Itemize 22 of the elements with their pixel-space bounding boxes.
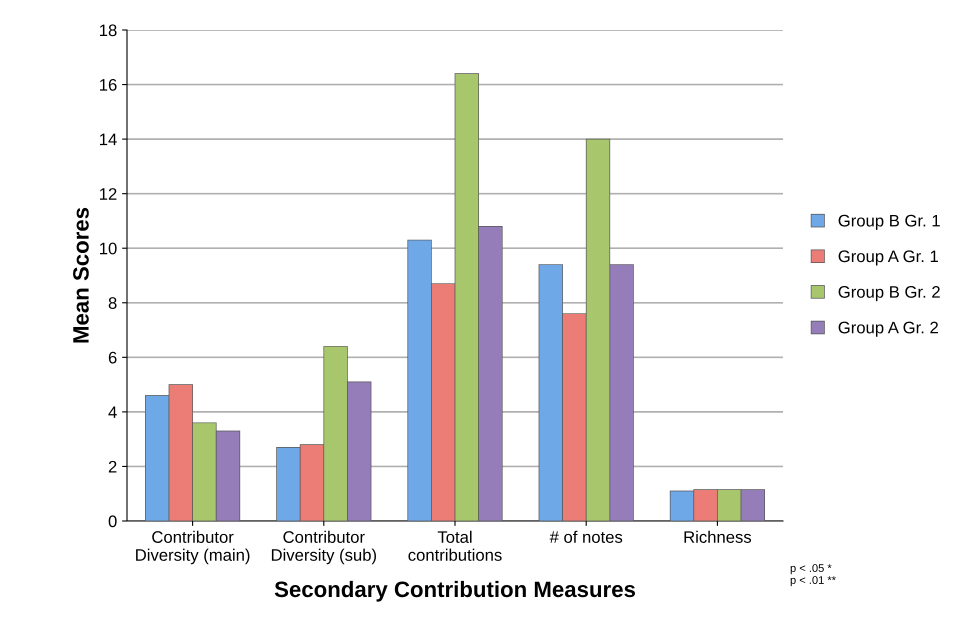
legend-label: Group B Gr. 2 [838, 286, 940, 302]
x-tick-label: Contributor Diversity (main) [136, 530, 250, 564]
legend-label: Group A Gr. 1 [838, 250, 938, 266]
legend-label: Group B Gr. 1 [838, 214, 940, 230]
y-tick-label: 4 [108, 406, 117, 418]
y-tick-label: 8 [108, 297, 117, 309]
y-tick-label: 6 [108, 352, 117, 364]
y-tick-label: 12 [100, 188, 116, 200]
legend-label: Group A Gr. 2 [838, 322, 938, 337]
x-axis-title: Secondary Contribution Measures [274, 580, 635, 602]
y-tick-label: 18 [100, 24, 117, 36]
x-tick-label: Total contributions [408, 530, 502, 561]
x-tick-label: # of notes [550, 530, 622, 543]
x-tick-label: Contributor Diversity (sub) [272, 530, 376, 564]
x-tick-label: Richness [684, 530, 752, 543]
y-tick-label: 16 [100, 78, 117, 91]
y-tick-label: 14 [100, 134, 117, 146]
y-axis-title: Mean Scores [73, 208, 89, 343]
y-tick-label: 0 [108, 515, 117, 528]
text: p < .05 * p < .01 ** [790, 564, 836, 586]
y-tick-label: 10 [100, 242, 117, 254]
y-tick-label: 2 [108, 460, 116, 472]
